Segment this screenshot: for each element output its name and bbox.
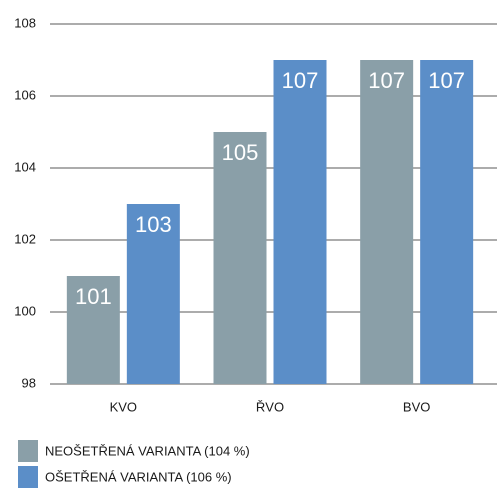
- y-tick-label: 100: [14, 303, 36, 318]
- legend-label: OŠETŘENÁ VARIANTA (106 %): [45, 469, 232, 484]
- value-label: 107: [368, 68, 405, 93]
- legend-label: NEOŠETŘENÁ VARIANTA (104 %): [45, 443, 250, 458]
- x-tick-label: ŘVO: [256, 399, 284, 414]
- value-label: 103: [135, 212, 172, 237]
- y-tick-label: 108: [14, 15, 36, 30]
- x-tick-label: BVO: [403, 399, 430, 414]
- y-tick-label: 106: [14, 87, 36, 102]
- y-tick-label: 98: [22, 375, 36, 390]
- value-label: 105: [222, 140, 259, 165]
- y-tick-label: 104: [14, 159, 36, 174]
- value-label: 107: [428, 68, 465, 93]
- bar: [360, 60, 414, 384]
- value-label: 107: [282, 68, 319, 93]
- legend-swatch: [18, 440, 38, 462]
- legend-swatch: [18, 466, 38, 488]
- bar: [420, 60, 474, 384]
- value-label: 101: [75, 284, 112, 309]
- bar: [126, 204, 180, 384]
- y-tick-label: 102: [14, 231, 36, 246]
- bar: [213, 132, 267, 384]
- x-tick-label: KVO: [110, 399, 137, 414]
- bar: [66, 276, 120, 384]
- bar: [273, 60, 327, 384]
